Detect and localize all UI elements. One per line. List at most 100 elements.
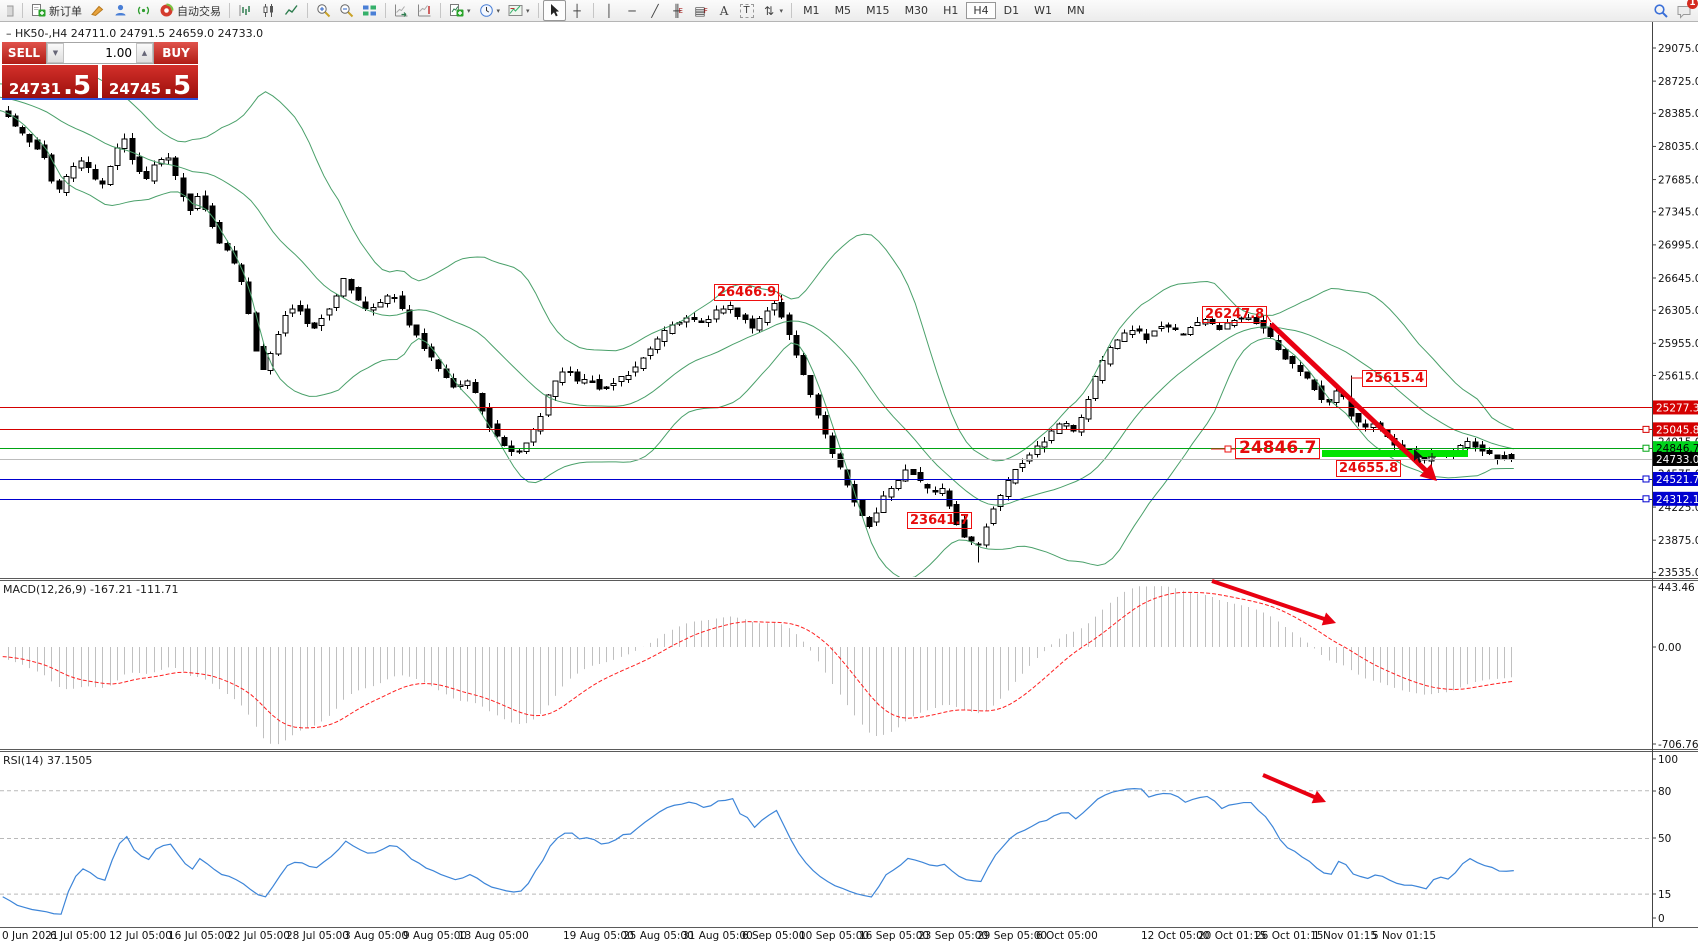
toolbar-separator xyxy=(229,3,230,18)
toolbar-separator xyxy=(537,3,539,18)
indicators-button[interactable]: ▾ xyxy=(445,0,475,21)
svg-text:100: 100 xyxy=(1658,754,1678,766)
horizontal-line-tool-button[interactable]: ─ xyxy=(621,0,644,21)
macd-signal-line xyxy=(2,591,1514,729)
svg-text:26645.0: 26645.0 xyxy=(1658,273,1698,285)
tile-windows-button[interactable] xyxy=(358,0,381,21)
svg-text:1 Nov 01:15: 1 Nov 01:15 xyxy=(1313,930,1377,942)
svg-text:28385.0: 28385.0 xyxy=(1658,108,1698,120)
bar-chart-button[interactable] xyxy=(234,0,257,21)
svg-text:24521.7: 24521.7 xyxy=(1656,474,1698,486)
buy-price-display[interactable]: 24745 .5 xyxy=(102,65,198,101)
svg-text:13 Aug 05:00: 13 Aug 05:00 xyxy=(458,930,529,942)
sell-price-display[interactable]: 24731 .5 xyxy=(2,65,98,101)
templates-button[interactable]: ▾ xyxy=(504,0,534,21)
svg-text:-706.76: -706.76 xyxy=(1658,739,1698,751)
notifications-button[interactable]: 1 xyxy=(1672,0,1698,21)
svg-text:19 Aug 05:00: 19 Aug 05:00 xyxy=(563,930,634,942)
chart-shift-button[interactable] xyxy=(413,0,436,21)
svg-text:24733.0: 24733.0 xyxy=(1656,454,1698,466)
buy-button[interactable]: BUY xyxy=(154,42,198,64)
equidistant-channel-tool-button[interactable]: ╫ E xyxy=(667,0,690,21)
timeframe-MN[interactable]: MN xyxy=(1066,4,1085,17)
signal-button[interactable] xyxy=(132,0,155,21)
toolbar-separator xyxy=(22,3,23,18)
trendline-tool-button[interactable]: ╱ xyxy=(644,0,667,21)
svg-text:28 Jul 05:00: 28 Jul 05:00 xyxy=(286,930,349,942)
svg-text:24225.0: 24225.0 xyxy=(1658,502,1698,514)
periods-button[interactable]: ▾ xyxy=(475,0,505,21)
svg-text:5 Nov 01:15: 5 Nov 01:15 xyxy=(1372,930,1436,942)
svg-text:16 Sep 05:00: 16 Sep 05:00 xyxy=(859,930,929,942)
svg-text:27345.0: 27345.0 xyxy=(1658,207,1698,219)
crosshair-tool-button[interactable]: ┼ xyxy=(566,0,589,21)
timeframe-H4[interactable]: H4 xyxy=(966,2,996,19)
crayon-icon xyxy=(90,3,105,18)
crayon-tool-button[interactable] xyxy=(86,0,109,21)
svg-text:0.00: 0.00 xyxy=(1658,642,1681,654)
volume-decrease-button[interactable]: ▼ xyxy=(47,43,64,63)
svg-text:22 Jul 05:00: 22 Jul 05:00 xyxy=(227,930,290,942)
profile-icon xyxy=(113,3,128,18)
crosshair-icon: ┼ xyxy=(573,3,581,18)
timeframe-M30[interactable]: M30 xyxy=(904,4,929,17)
volume-input[interactable] xyxy=(64,43,136,63)
macd-indicator-label: MACD(12,26,9) -167.21 -111.71 xyxy=(3,583,179,596)
profile-button[interactable] xyxy=(109,0,132,21)
auto-scroll-button[interactable] xyxy=(390,0,413,21)
svg-text:9 Aug 05:00: 9 Aug 05:00 xyxy=(403,930,467,942)
price-level-lines[interactable] xyxy=(0,407,1652,500)
buy-price-main: 24745 xyxy=(108,79,162,98)
candlestick-chart-button[interactable] xyxy=(257,0,280,21)
svg-text:50: 50 xyxy=(1658,833,1671,845)
svg-text:20 Oct 01:15: 20 Oct 01:15 xyxy=(1198,930,1266,942)
svg-text:6 Jul 05:00: 6 Jul 05:00 xyxy=(50,930,106,942)
sell-price-frac: .5 xyxy=(63,70,92,101)
cursor-tool-button[interactable] xyxy=(542,0,566,21)
timeframe-W1[interactable]: W1 xyxy=(1034,4,1052,17)
autotrade-button[interactable]: 自动交易 xyxy=(155,0,225,21)
trend-arrows[interactable] xyxy=(1211,322,1437,804)
line-chart-icon xyxy=(284,3,299,18)
new-order-button[interactable]: 新订单 xyxy=(27,0,86,21)
sell-button[interactable]: SELL xyxy=(2,42,46,64)
rsi-indicator-label: RSI(14) 37.1505 xyxy=(3,754,93,767)
search-button[interactable] xyxy=(1649,0,1672,21)
timeframe-D1[interactable]: D1 xyxy=(1003,4,1020,17)
text-label-tool-button[interactable]: T xyxy=(736,0,758,21)
svg-text:23 Sep 05:00: 23 Sep 05:00 xyxy=(918,930,988,942)
zoom-out-icon xyxy=(339,3,354,18)
chart-shift-icon xyxy=(417,3,432,18)
price-axis: 29075.0 28725.0 28385.0 28035.0 27685.0 27345… xyxy=(1642,43,1698,925)
arrows-tool-button[interactable]: ⇅ ▾ xyxy=(758,0,788,21)
timeframe-M5[interactable]: M5 xyxy=(834,4,852,17)
timeframe-M1[interactable]: M1 xyxy=(803,4,820,17)
svg-text:80: 80 xyxy=(1658,786,1671,798)
line-chart-button[interactable] xyxy=(280,0,303,21)
volume-increase-button[interactable]: ▲ xyxy=(136,43,153,63)
cursor-icon xyxy=(547,3,562,18)
toolbar-separator xyxy=(440,3,441,18)
svg-text:31 Aug 05:00: 31 Aug 05:00 xyxy=(682,930,753,942)
fibonacci-tool-button[interactable]: ▤ F xyxy=(690,0,713,21)
svg-text:23535.0: 23535.0 xyxy=(1658,567,1698,579)
one-click-trade-panel: SELL ▼ ▲ BUY 24731 .5 24745 .5 xyxy=(2,42,198,100)
buy-price-frac: .5 xyxy=(163,70,192,101)
annotation-leaders xyxy=(776,291,1362,453)
macd-histogram xyxy=(8,586,1512,745)
toolbar-separator xyxy=(307,3,308,18)
zoom-out-button[interactable] xyxy=(335,0,358,21)
timeframe-H1[interactable]: H1 xyxy=(943,4,959,17)
text-tool-button[interactable]: A xyxy=(713,0,736,21)
zoom-in-button[interactable] xyxy=(312,0,335,21)
green-highlight-band[interactable] xyxy=(1322,450,1468,457)
chevron-down-icon: ▾ xyxy=(496,6,501,15)
svg-text:29 Sep 05:00: 29 Sep 05:00 xyxy=(977,930,1047,942)
trendline-icon: ╱ xyxy=(651,3,659,18)
svg-text:29075.0: 29075.0 xyxy=(1658,43,1698,55)
vertical-line-tool-button[interactable]: │ xyxy=(598,0,621,21)
search-icon xyxy=(1653,3,1668,18)
timeframe-M15[interactable]: M15 xyxy=(866,4,890,17)
new-order-label: 新订单 xyxy=(49,4,82,18)
